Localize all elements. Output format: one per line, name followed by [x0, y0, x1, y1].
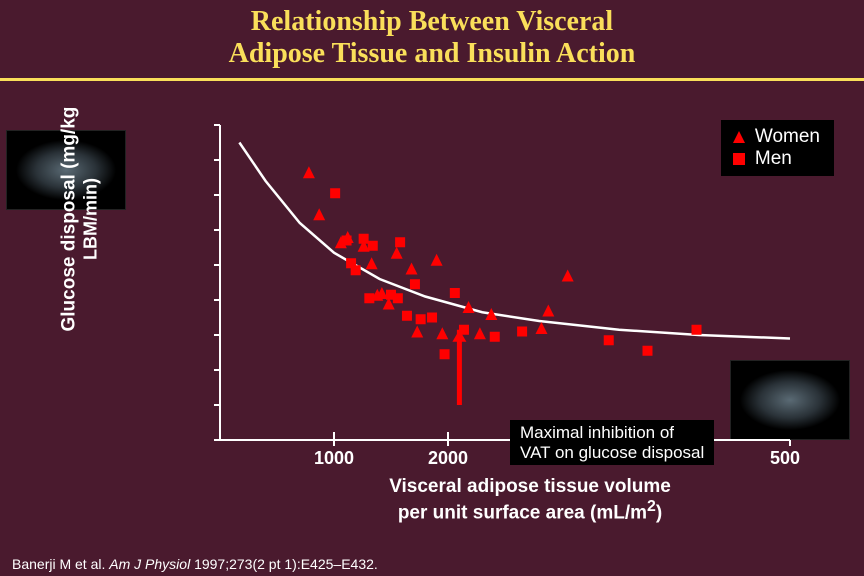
annotation-box: Maximal inhibition of VAT on glucose dis… [510, 420, 714, 465]
title-line-2: Adipose Tissue and Insulin Action [0, 38, 864, 70]
slide-title: Relationship Between Visceral Adipose Ti… [0, 0, 864, 74]
svg-text:5000: 5000 [770, 448, 800, 468]
x-axis-label-line2: per unit surface area (mL/m [398, 502, 647, 523]
legend-men: Men [731, 148, 820, 170]
y-axis-label-line1: Glucose disposal (mg/kg [59, 107, 80, 332]
title-line-1: Relationship Between Visceral [0, 6, 864, 38]
y-axis-label-line2: LBM/min) [81, 107, 102, 332]
x-axis-label-line1: Visceral adipose tissue volume [389, 476, 671, 497]
svg-text:2000: 2000 [428, 448, 468, 468]
annotation-line2: VAT on glucose disposal [520, 443, 704, 463]
legend-women-label: Women [755, 126, 820, 148]
citation-author: Banerji M et al. [12, 556, 109, 572]
citation-journal: Am J Physiol [109, 556, 194, 572]
legend: Women Men [721, 120, 834, 176]
x-axis-sup: 2 [647, 498, 656, 515]
svg-text:1000: 1000 [314, 448, 354, 468]
x-axis-close: ) [656, 502, 662, 523]
annotation-line1: Maximal inhibition of [520, 423, 704, 443]
square-icon [731, 151, 747, 167]
y-axis-label: Glucose disposal (mg/kg LBM/min) [59, 107, 102, 332]
citation-rest: 1997;273(2 pt 1):E425–E432. [194, 556, 378, 572]
x-axis-label: Visceral adipose tissue volume per unit … [260, 476, 800, 524]
legend-men-label: Men [755, 148, 792, 170]
legend-women: Women [731, 126, 820, 148]
triangle-icon [731, 129, 747, 145]
citation: Banerji M et al. Am J Physiol 1997;273(2… [12, 556, 378, 572]
chart-area: Glucose disposal (mg/kg LBM/min) 0246810… [0, 110, 864, 530]
spacer [0, 81, 864, 93]
